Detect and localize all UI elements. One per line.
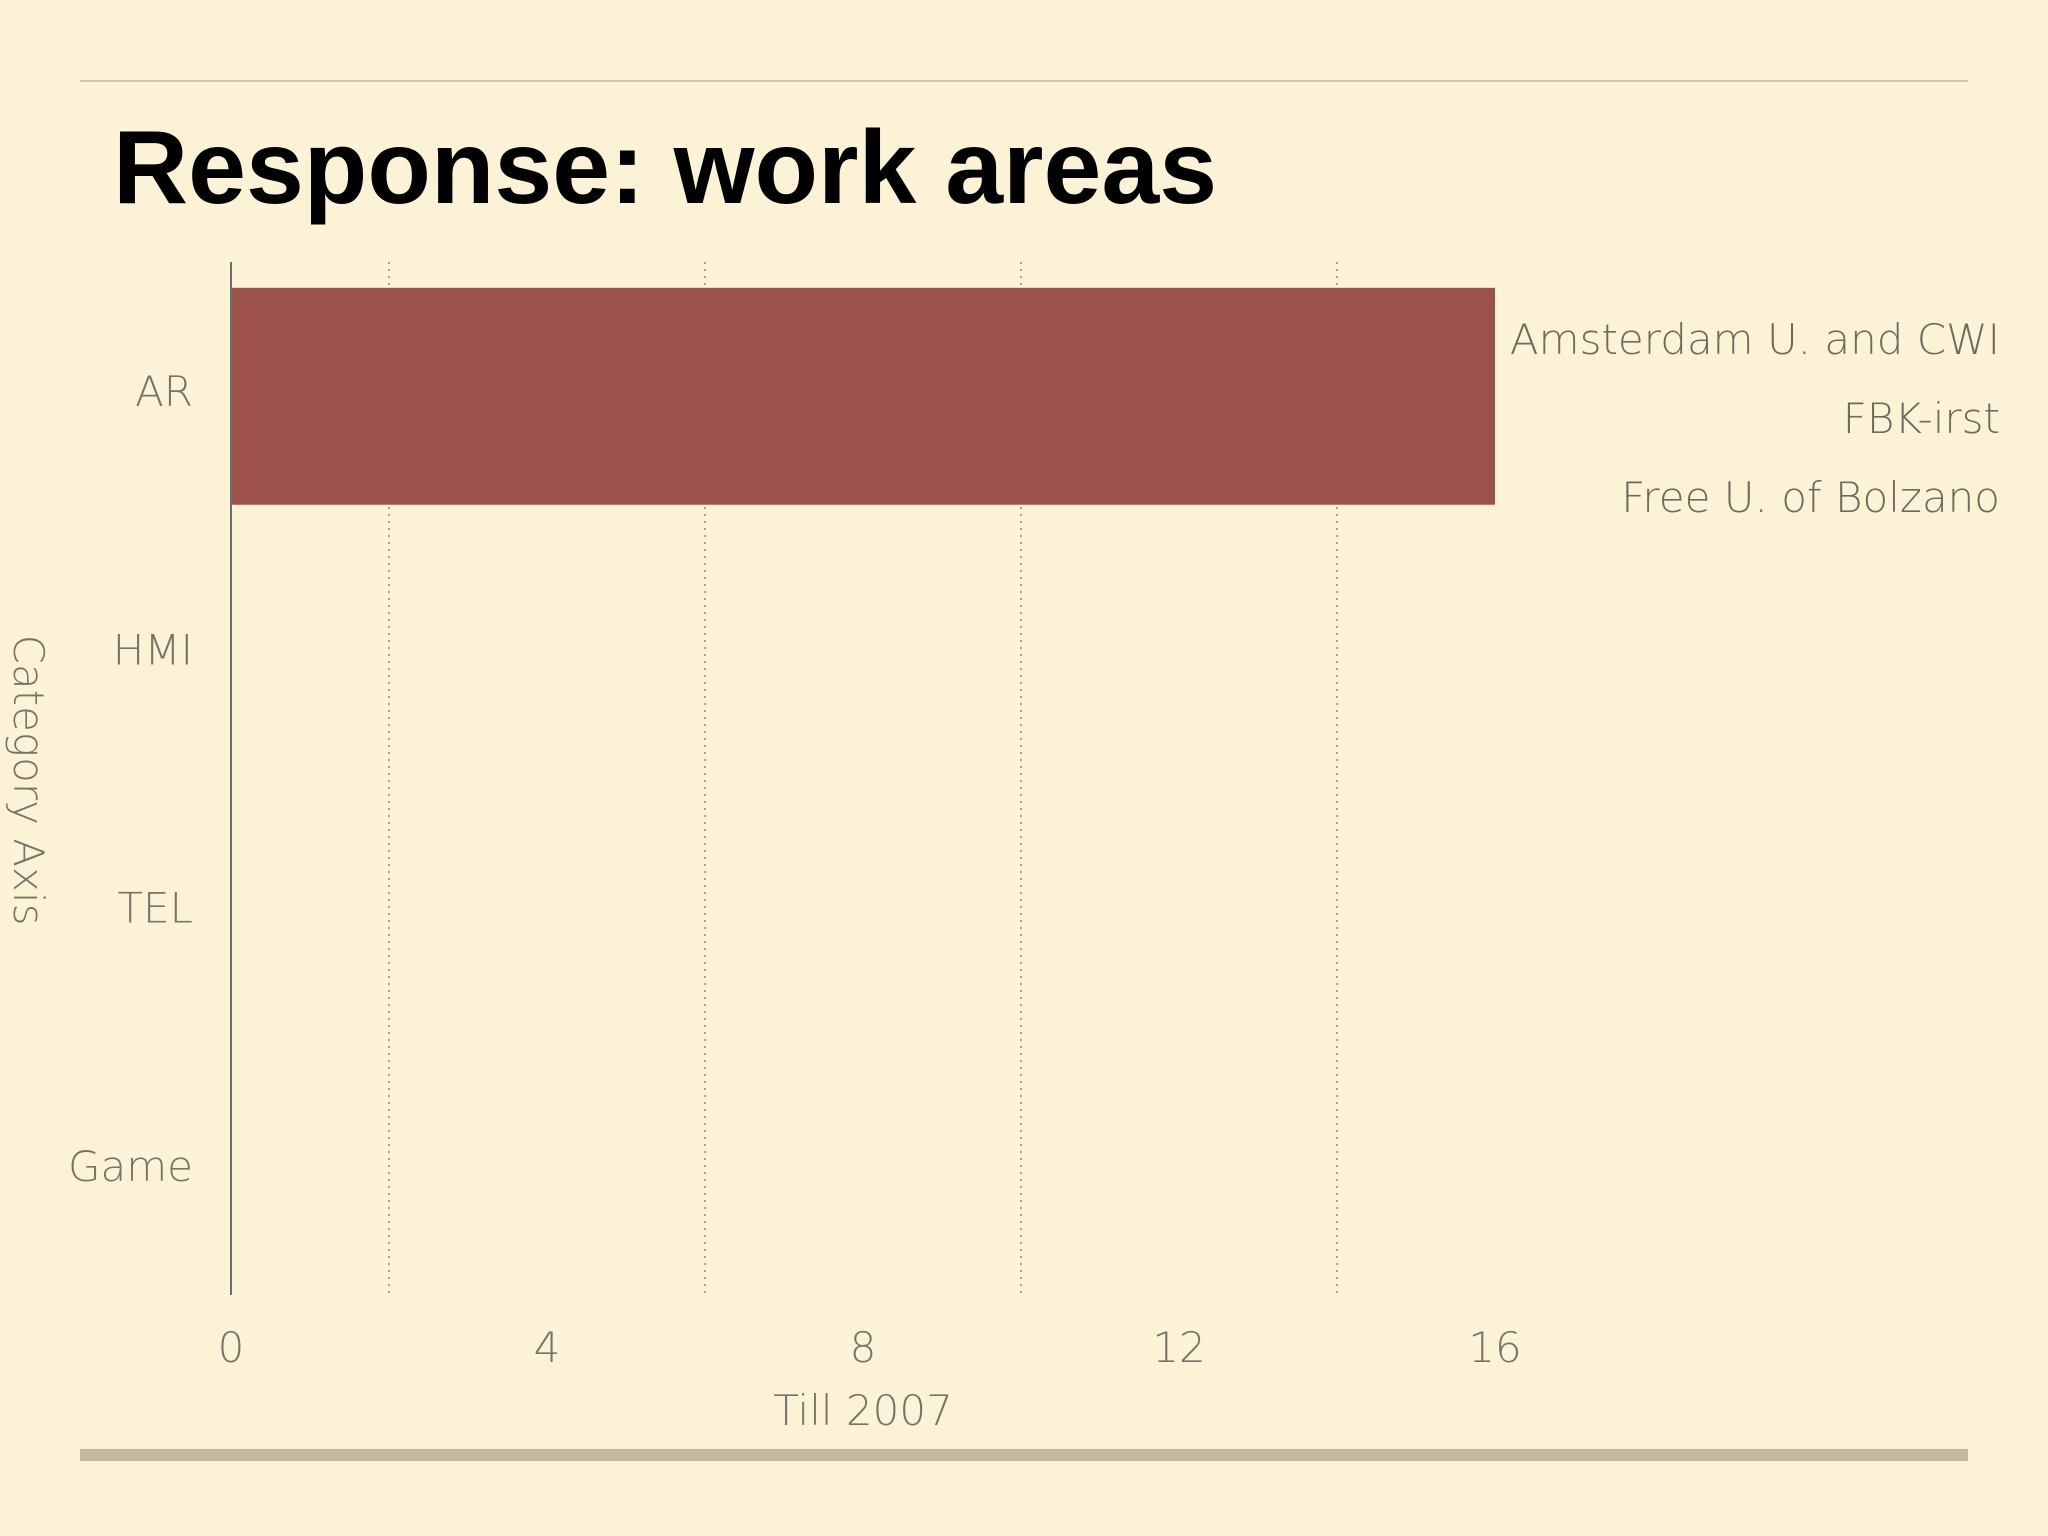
x-tick-label: 16 <box>1468 1323 1521 1372</box>
x-tick-label: 0 <box>218 1323 245 1372</box>
bar-ar <box>231 287 1495 505</box>
x-axis-label: Till 2007 <box>773 1386 953 1435</box>
y-tick-label: HMI <box>113 625 193 674</box>
y-tick-labels: AR HMI TEL Game <box>68 367 193 1191</box>
legend-item-bolzano: Free U. of Bolzano <box>1621 473 2000 522</box>
y-axis-label: Category Axis <box>4 635 53 926</box>
x-tick-label: 4 <box>534 1323 561 1372</box>
slide-title: Response: work areas <box>113 110 1218 226</box>
bars <box>231 287 1495 505</box>
legend-item-amsterdam: Amsterdam U. and CWI <box>1509 315 2000 364</box>
x-tick-label: 8 <box>850 1323 877 1372</box>
x-tick-label: 12 <box>1152 1323 1205 1372</box>
legend-item-fbk-irst: FBK-irst <box>1842 394 2000 443</box>
top-rule <box>80 80 1968 82</box>
x-tick-labels: 0 4 8 12 16 <box>218 1323 1522 1372</box>
y-tick-label: Game <box>68 1142 193 1191</box>
bottom-rule <box>80 1449 1968 1461</box>
y-tick-label: TEL <box>117 884 193 933</box>
legend: Amsterdam U. and CWI FBK-irst Free U. of… <box>1510 300 2000 537</box>
y-tick-label: AR <box>135 367 193 416</box>
